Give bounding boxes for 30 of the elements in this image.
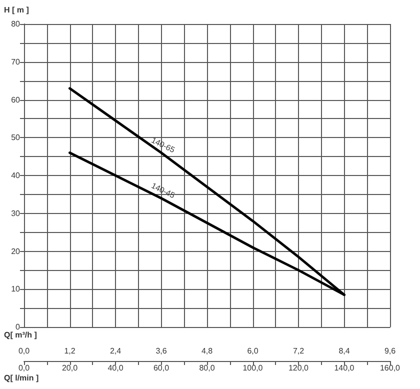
x-tick-label: 80,0 — [199, 364, 216, 372]
x2-tick-label: 4,8 — [201, 346, 214, 356]
y-tick-label: 20 — [11, 246, 21, 256]
x2-tick-label: 6,0 — [247, 346, 259, 356]
x-tick-label: 120,0 — [288, 364, 310, 372]
y-tick-label: 0 — [16, 322, 21, 332]
x2-axis-title: Q[ m³/h ] — [4, 330, 38, 340]
x-axis-title: Q[ l/min ] — [4, 374, 39, 382]
x2-tick-label: 2,4 — [110, 346, 122, 356]
x-tick-label: 160,0 — [380, 364, 401, 372]
x2-tick-label: 3,6 — [156, 346, 168, 356]
x2-tick-label: 9,6 — [384, 346, 396, 356]
y-tick-label: 10 — [11, 284, 21, 294]
x2-tick-label: 7,2 — [292, 346, 305, 356]
y-tick-label: 70 — [11, 57, 21, 66]
y-axis-title: H [ m ] — [4, 6, 30, 14]
x2-tick-label: 8,4 — [338, 346, 350, 356]
y-tick-label: 50 — [11, 133, 21, 142]
y-tick-label: 40 — [11, 171, 21, 180]
y-tick-label: 80 — [11, 20, 21, 28]
y-tick-label: 30 — [11, 208, 21, 218]
y-tick-label: 60 — [11, 95, 21, 104]
x-tick-label: 100,0 — [242, 364, 264, 372]
x-tick-label: 140,0 — [334, 364, 355, 372]
x2-tick-label: 0,0 — [18, 346, 30, 356]
x-tick-label: 0,0 — [18, 364, 30, 372]
x-tick-label: 60,0 — [153, 364, 170, 372]
x-tick-label: 40,0 — [108, 364, 124, 372]
x2-tick-label: 1,2 — [64, 346, 76, 356]
x-tick-label: 20,0 — [62, 364, 78, 372]
